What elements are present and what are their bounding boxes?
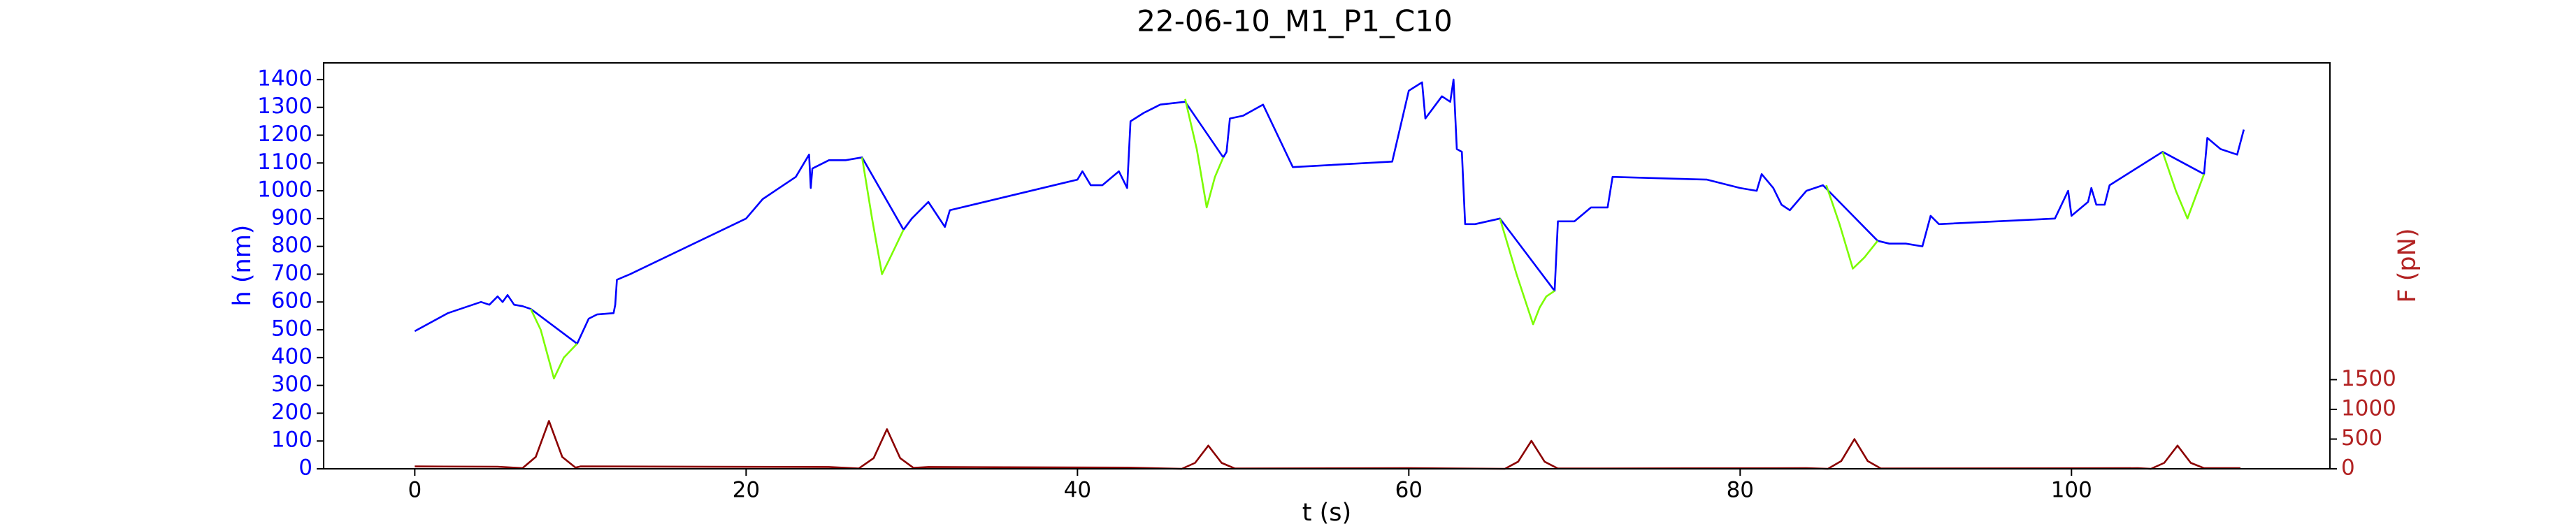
y-tick-label: 1400	[257, 66, 312, 91]
y-tick-label: 600	[271, 289, 312, 314]
y-tick-label: 900	[271, 205, 312, 230]
y-tick-label: 500	[271, 316, 312, 342]
y2-tick-label: 0	[2341, 456, 2355, 481]
plot-frame	[323, 62, 2331, 470]
x-tick-label: 80	[1727, 478, 1754, 503]
x-tick-label: 40	[1064, 478, 1091, 503]
y-tick-label: 0	[298, 456, 312, 481]
x-tick-label: 20	[733, 478, 760, 503]
x-axis-label: t (s)	[1302, 499, 1351, 524]
series-line	[414, 78, 2245, 345]
y2-tick-label: 1000	[2341, 395, 2396, 421]
series-line	[530, 99, 2206, 379]
x-tick-label: 60	[1395, 478, 1423, 503]
y-tick-label: 1300	[257, 94, 312, 119]
y2-tick-label: 1500	[2341, 366, 2396, 391]
series-line	[415, 420, 2240, 470]
y-axis-label: h (nm)	[229, 225, 257, 307]
y-tick-label: 100	[271, 428, 312, 453]
y2-tick-label: 500	[2341, 425, 2382, 451]
y-tick-label: 700	[271, 261, 312, 286]
x-tick-label: 100	[2051, 478, 2092, 503]
y-tick-label: 1200	[257, 122, 312, 147]
chart-title: 22-06-10_M1_P1_C10	[1137, 4, 1452, 38]
y-tick-label: 400	[271, 344, 312, 369]
y-tick-label: 1000	[257, 177, 312, 203]
y-tick-label: 300	[271, 372, 312, 397]
y2-axis-label: F (pN)	[2394, 228, 2422, 303]
y-tick-label: 200	[271, 400, 312, 425]
y-tick-label: 1100	[257, 150, 312, 175]
y-tick-label: 800	[271, 233, 312, 258]
x-tick-label: 0	[408, 478, 422, 503]
